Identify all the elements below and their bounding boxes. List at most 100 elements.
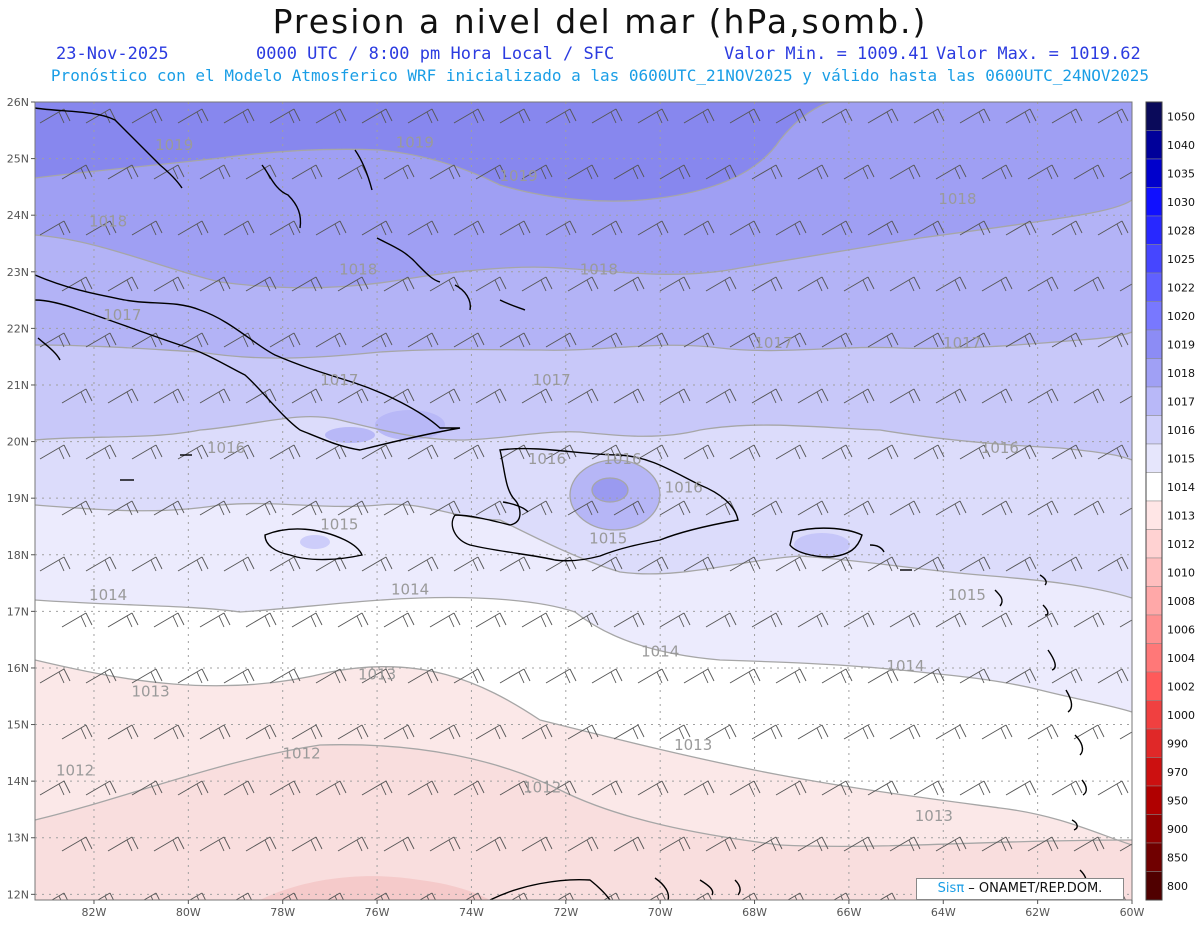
wind-barb <box>131 108 163 124</box>
wind-barb <box>499 668 531 684</box>
wind-barb <box>821 668 853 684</box>
isobar-label: 1012 <box>523 778 561 796</box>
wind-barb <box>1005 220 1037 236</box>
wind-barb <box>511 892 529 900</box>
pressure-shading <box>35 102 1132 900</box>
wind-barb <box>613 724 645 740</box>
wind-barb <box>453 668 485 684</box>
colorbar-swatch <box>1145 871 1163 901</box>
lon-tick-label: 66W <box>836 906 861 919</box>
wind-barb <box>153 612 185 628</box>
wind-barb <box>1051 220 1083 236</box>
wind-barb <box>567 500 599 516</box>
wind-barb <box>775 668 807 684</box>
lon-tick-label: 76W <box>365 906 390 919</box>
wind-barb <box>85 220 117 236</box>
wind-barb <box>705 612 737 628</box>
colorbar-level-label: 1016 <box>1167 424 1195 437</box>
wind-barb <box>143 892 161 900</box>
wind-barb <box>959 556 991 572</box>
wind-barb <box>613 276 645 292</box>
brand-sis: Sis <box>937 881 957 896</box>
wind-barb <box>153 836 185 852</box>
wind-barb <box>1097 444 1129 460</box>
wind-barb <box>889 276 921 292</box>
wind-barb <box>705 388 737 404</box>
wind-barb <box>361 668 393 684</box>
colorbar-level-label: 1008 <box>1167 595 1195 608</box>
wind-barb <box>821 556 853 572</box>
colorbar-swatch <box>1145 842 1163 872</box>
wind-barb <box>705 276 737 292</box>
wind-barb <box>867 220 899 236</box>
colorbar-swatch <box>1145 130 1163 160</box>
credit-box: Sisπ – ONAMET/REP.DOM. <box>916 878 1124 900</box>
wind-barb <box>1097 780 1129 796</box>
wind-barb <box>729 780 761 796</box>
wind-barb <box>545 108 577 124</box>
colorbar-level-label: 1020 <box>1167 310 1195 323</box>
wind-barb <box>521 500 553 516</box>
wind-barb <box>153 724 185 740</box>
wind-barb <box>913 668 945 684</box>
wind-barb <box>1027 164 1059 180</box>
wind-barb <box>107 276 139 292</box>
isobar-label: 1019 <box>155 136 193 154</box>
wind-barb <box>39 668 71 684</box>
wind-barb <box>131 444 163 460</box>
wind-barb <box>637 332 669 348</box>
wind-barb <box>775 556 807 572</box>
wind-barb <box>245 612 277 628</box>
wind-barb <box>981 388 1013 404</box>
wind-barb <box>245 500 277 516</box>
isobar-label: 1019 <box>500 167 538 185</box>
isobar-label: 1015 <box>589 529 627 547</box>
wind-barb <box>1073 724 1105 740</box>
lon-tick-label: 68W <box>742 906 767 919</box>
colorbar-level-label: 800 <box>1167 880 1188 893</box>
lon-tick-label: 60W <box>1120 906 1145 919</box>
wind-barb <box>51 892 69 900</box>
wind-barb <box>107 724 139 740</box>
wind-barb <box>959 108 991 124</box>
wind-barb <box>1051 108 1083 124</box>
wind-barb <box>545 780 577 796</box>
isobar-label: 1013 <box>915 807 953 825</box>
wind-barb <box>1119 843 1132 852</box>
wind-barb <box>337 836 369 852</box>
wind-barb <box>637 108 669 124</box>
lat-tick-label: 22N <box>7 322 29 335</box>
wind-barb <box>153 276 185 292</box>
wind-barb <box>429 500 461 516</box>
max-value: Valor Max. = 1019.62 <box>936 44 1141 64</box>
wind-barb <box>913 444 945 460</box>
wind-barb <box>107 388 139 404</box>
wind-barb <box>1005 444 1037 460</box>
wind-barb <box>545 556 577 572</box>
lon-tick-label: 72W <box>553 906 578 919</box>
wind-barb <box>649 892 667 900</box>
longitude-axis: 82W 80W 78W 76W 74W 72W 70W 68W 66W 64W 62W 60W <box>82 900 1145 919</box>
isobar-label: 1013 <box>358 665 396 683</box>
wind-barb <box>797 500 829 516</box>
wind-barb <box>337 724 369 740</box>
wind-barb <box>499 332 531 348</box>
wind-barb <box>935 724 967 740</box>
credit-text: – ONAMET/REP.DOM. <box>968 881 1103 896</box>
wind-barb <box>659 612 691 628</box>
wind-barb <box>889 612 921 628</box>
wind-barb <box>1119 171 1132 180</box>
wind-barb <box>475 724 507 740</box>
isobar-label: 1019 <box>396 133 434 151</box>
wind-barb <box>521 388 553 404</box>
wind-barb <box>1005 556 1037 572</box>
isobar-label: 1013 <box>132 682 170 700</box>
wind-barb <box>729 332 761 348</box>
colorbar-level-label: 1025 <box>1167 253 1195 266</box>
lon-tick-label: 70W <box>648 906 673 919</box>
colorbar-swatch <box>1145 586 1163 616</box>
wind-barb <box>199 612 231 628</box>
wind-barb <box>269 332 301 348</box>
wind-barb <box>1027 276 1059 292</box>
colorbar-swatch <box>1145 415 1163 445</box>
